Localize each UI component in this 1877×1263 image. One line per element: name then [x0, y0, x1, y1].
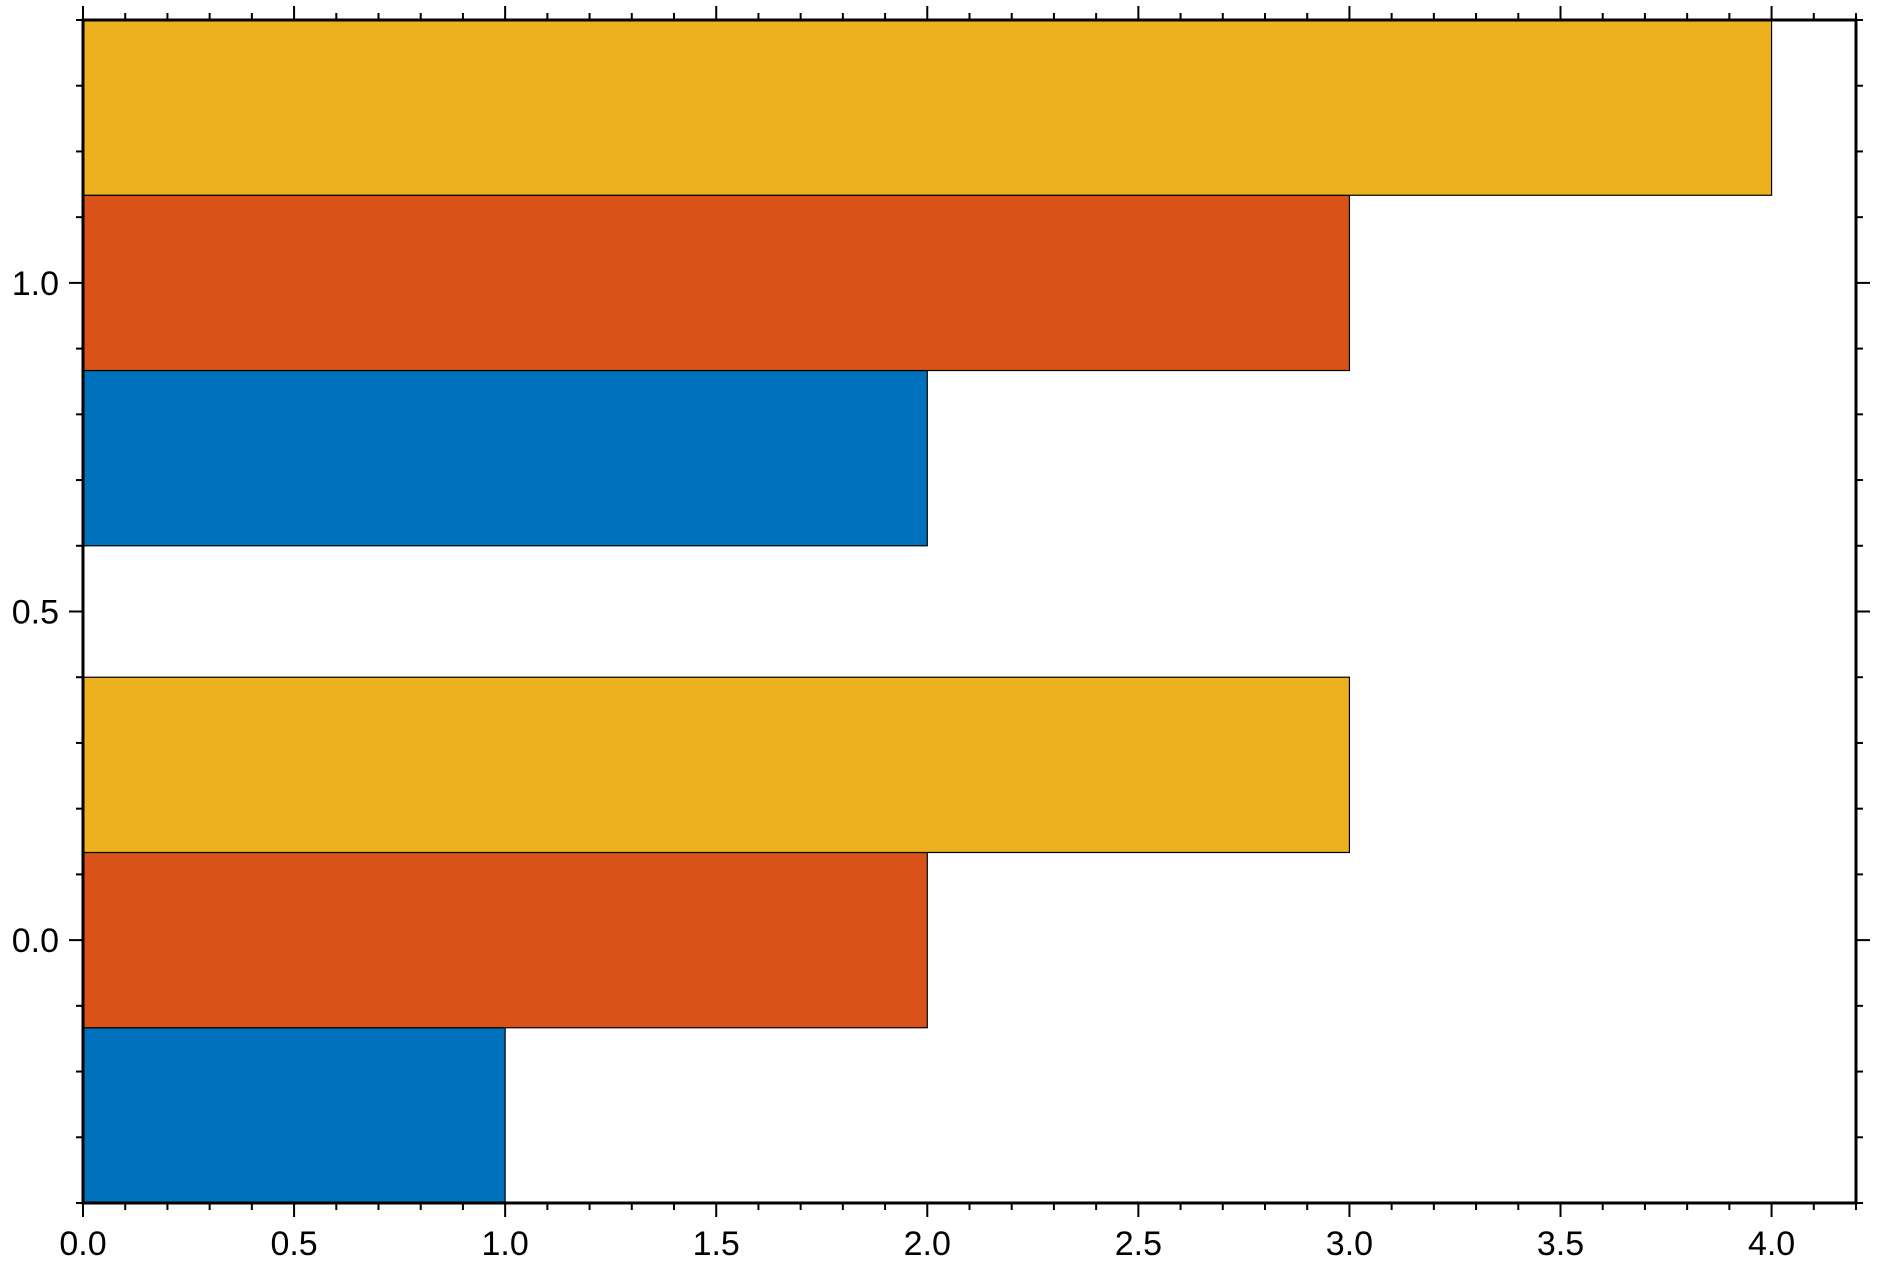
bar-series3-group0 — [82, 676, 1351, 854]
x-tick-label: 4.0 — [1748, 1225, 1795, 1263]
x-tick-label: 3.0 — [1326, 1225, 1373, 1263]
bar-series1-group1 — [82, 369, 928, 547]
x-tick-label: 0.5 — [270, 1225, 317, 1263]
bar-series1-group0 — [82, 1027, 506, 1204]
x-tick-label: 1.5 — [693, 1225, 740, 1263]
x-tick-label: 0.0 — [59, 1225, 106, 1263]
x-tick-label: 3.5 — [1537, 1225, 1584, 1263]
x-tick-label: 2.5 — [1115, 1225, 1162, 1263]
bar-series2-group1 — [82, 194, 1351, 372]
tick-labels-layer: 0.0 0.5 1.0 1.5 2.0 2.5 3.0 3.5 4.0 0.0 0.5 1.0 — [12, 265, 1795, 1263]
y-tick-label: 0.5 — [12, 594, 59, 632]
ticks-layer — [69, 6, 1870, 1217]
y-tick-label: 0.0 — [12, 922, 59, 960]
bar-series3-group1 — [82, 19, 1773, 196]
x-tick-label: 2.0 — [904, 1225, 951, 1263]
bar-series2-group0 — [82, 851, 928, 1029]
bars-layer — [82, 19, 1773, 1204]
y-tick-label: 1.0 — [12, 265, 59, 303]
x-tick-label: 1.0 — [482, 1225, 529, 1263]
